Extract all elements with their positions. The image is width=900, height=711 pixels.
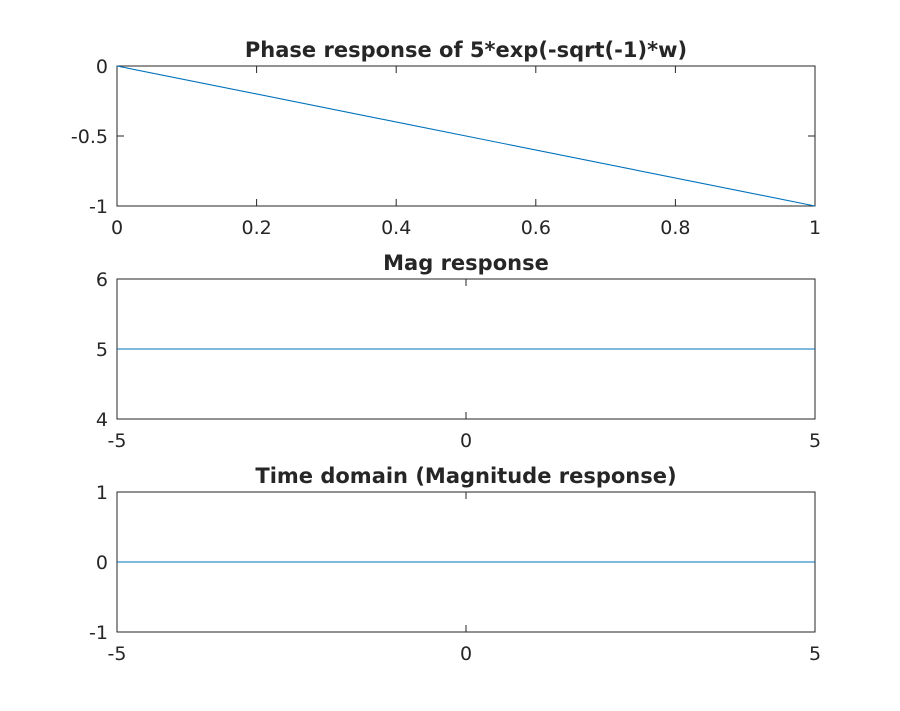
phase-response-title: Phase response of 5*exp(-sqrt(-1)*w) (245, 38, 687, 62)
mag-response-y-tick-label: 6 (96, 269, 108, 291)
phase-response-x-tick-label: 0.6 (521, 217, 551, 239)
phase-response-x-tick-label: 0 (111, 217, 123, 239)
time-domain-y-tick-label: 1 (96, 482, 108, 504)
mag-response-x-tick-label: -5 (108, 430, 127, 452)
time-domain-x-tick-label: 0 (460, 643, 472, 665)
phase-response-subplot: 0 0.2 0.4 0.6 0.8 1 -1 -0.5 0 Phase response of 5… (71, 38, 821, 239)
phase-response-x-tick-label: 1 (809, 217, 821, 239)
phase-response-x-tick-label: 0.4 (381, 217, 411, 239)
time-domain-subplot: -5 0 5 -1 0 1 Time domain (Magnitude response) (89, 464, 821, 665)
phase-response-y-tick-label: 0 (96, 56, 108, 78)
phase-response-series-line (116, 65, 816, 207)
phase-response-y-tick-label: -0.5 (71, 126, 108, 148)
time-domain-y-tick-label: -1 (89, 622, 108, 644)
mag-response-y-tick-label: 4 (96, 409, 108, 431)
time-domain-y-tick-label: 0 (96, 552, 108, 574)
phase-response-x-tick-label: 0.2 (241, 217, 271, 239)
mag-response-title: Mag response (383, 251, 549, 275)
phase-response-x-tick-label: 0.8 (660, 217, 690, 239)
time-domain-title: Time domain (Magnitude response) (255, 464, 676, 488)
phase-response-y-tick-label: -1 (89, 196, 108, 218)
time-domain-x-tick-label: 5 (809, 643, 821, 665)
time-domain-x-tick-label: -5 (108, 643, 127, 665)
mag-response-y-tick-label: 5 (96, 339, 108, 361)
mag-response-x-tick-label: 5 (809, 430, 821, 452)
mag-response-x-tick-label: 0 (460, 430, 472, 452)
mag-response-subplot: -5 0 5 4 5 6 Mag response (96, 251, 821, 452)
